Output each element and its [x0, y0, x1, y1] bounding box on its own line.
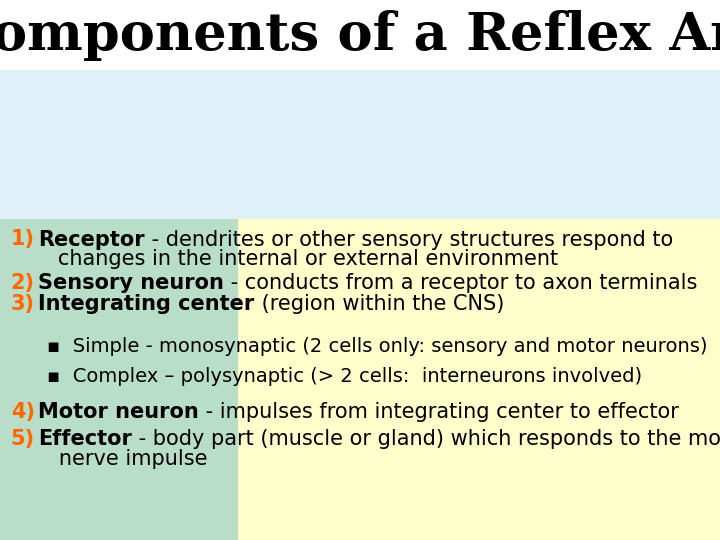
Text: 2): 2)	[11, 273, 35, 293]
Text: - conducts from a receptor to axon terminals: - conducts from a receptor to axon termi…	[224, 273, 698, 293]
Text: - impulses from integrating center to effector: - impulses from integrating center to ef…	[199, 402, 679, 422]
Text: Receptor: Receptor	[38, 230, 145, 249]
Text: - body part (muscle or gland) which responds to the motor: - body part (muscle or gland) which resp…	[132, 429, 720, 449]
Text: nerve impulse: nerve impulse	[39, 449, 207, 469]
Text: 3): 3)	[11, 294, 35, 314]
Bar	[0, 70, 720, 219]
Text: 1): 1)	[11, 230, 35, 249]
Text: 5): 5)	[11, 429, 35, 449]
Text: Components of a Reflex Arc: Components of a Reflex Arc	[0, 10, 720, 60]
Text: ▪  Complex – polysynaptic (> 2 cells:  interneurons involved): ▪ Complex – polysynaptic (> 2 cells: int…	[47, 367, 642, 386]
Bar	[0, 219, 238, 540]
Text: (region within the CNS): (region within the CNS)	[255, 294, 504, 314]
Text: changes in the internal or external environment: changes in the internal or external envi…	[38, 249, 559, 269]
Text: - dendrites or other sensory structures respond to: - dendrites or other sensory structures …	[145, 230, 673, 249]
Text: 4): 4)	[11, 402, 35, 422]
Text: Motor neuron: Motor neuron	[38, 402, 199, 422]
Text: Effector: Effector	[39, 429, 132, 449]
Text: Integrating center: Integrating center	[38, 294, 255, 314]
Bar	[238, 219, 720, 540]
Text: ▪  Simple - monosynaptic (2 cells only: sensory and motor neurons): ▪ Simple - monosynaptic (2 cells only: s…	[47, 338, 707, 356]
Text: Sensory neuron: Sensory neuron	[38, 273, 224, 293]
